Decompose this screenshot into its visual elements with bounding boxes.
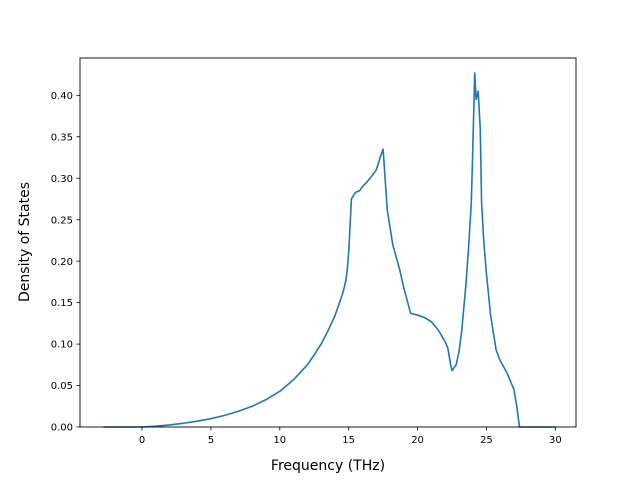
series-line-0 (103, 72, 556, 428)
y-axis-label: Density of States (17, 182, 33, 302)
x-tick-label: 0 (139, 435, 145, 446)
y-tick-label: 0.40 (51, 91, 73, 102)
x-axis-label: Frequency (THz) (271, 458, 385, 474)
y-tick-label: 0.30 (51, 174, 73, 185)
axis-ticks: 0 5 10 15 20 25 30 0.00 0.05 0.10 0.15 0.20 0.25 0.30… (51, 91, 562, 446)
plot-area (103, 72, 556, 428)
y-tick-label: 0.05 (51, 381, 73, 392)
y-tick-label: 0.20 (51, 257, 73, 268)
y-tick-label: 0.25 (51, 215, 73, 226)
y-tick-label: 0.10 (51, 340, 73, 351)
axes-frame (79, 57, 577, 428)
y-tick-label: 0.15 (51, 298, 73, 309)
x-tick-label: 30 (549, 435, 562, 446)
x-tick-label: 20 (411, 435, 424, 446)
x-tick-label: 5 (208, 435, 214, 446)
x-tick-label: 25 (480, 435, 493, 446)
y-tick-label: 0.35 (51, 132, 73, 143)
y-tick-label: 0.00 (51, 423, 73, 434)
x-tick-label: 15 (342, 435, 355, 446)
x-tick-label: 10 (273, 435, 286, 446)
